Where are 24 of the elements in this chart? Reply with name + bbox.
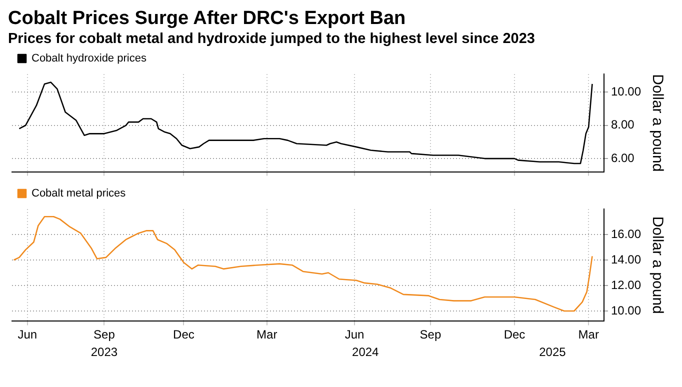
y-axis-title: Dollar a pound [648,216,666,314]
x2-tick-label: 2023 [90,345,118,360]
x2-tick-label: 2025 [539,345,566,360]
x-tick-label: Jun [344,328,364,342]
legend-label: Cobalt metal prices [32,188,126,200]
chart-title: Cobalt Prices Surge After DRC's Export Ban [8,8,407,30]
y-tick-label: 12.00 [610,278,642,292]
y-axis-title: Dollar a pound [648,74,666,172]
x-tick-label: Sep [420,328,442,342]
chart-subtitle: Prices for cobalt metal and hydroxide jumped to the highest level since 2023 [8,31,536,47]
x-tick-label: Jun [18,328,38,342]
x2-tick-label: 2024 [352,345,380,360]
x-tick-label: Mar [256,328,278,342]
x-tick-label: Dec [504,328,526,342]
y-tick-label: 8.00 [610,118,635,132]
y-tick-label: 10.00 [610,303,642,318]
x-tick-label: Sep [94,328,116,342]
y-tick-label: 10.00 [610,84,642,99]
x-tick-label: Dec [173,328,194,342]
y-tick-label: 6.00 [610,150,635,165]
legend-label: Cobalt hydroxide prices [32,52,147,65]
x-tick-label: Mar [578,328,599,342]
y-tick-label: 14.00 [610,252,642,266]
y-tick-label: 16.00 [610,226,642,241]
